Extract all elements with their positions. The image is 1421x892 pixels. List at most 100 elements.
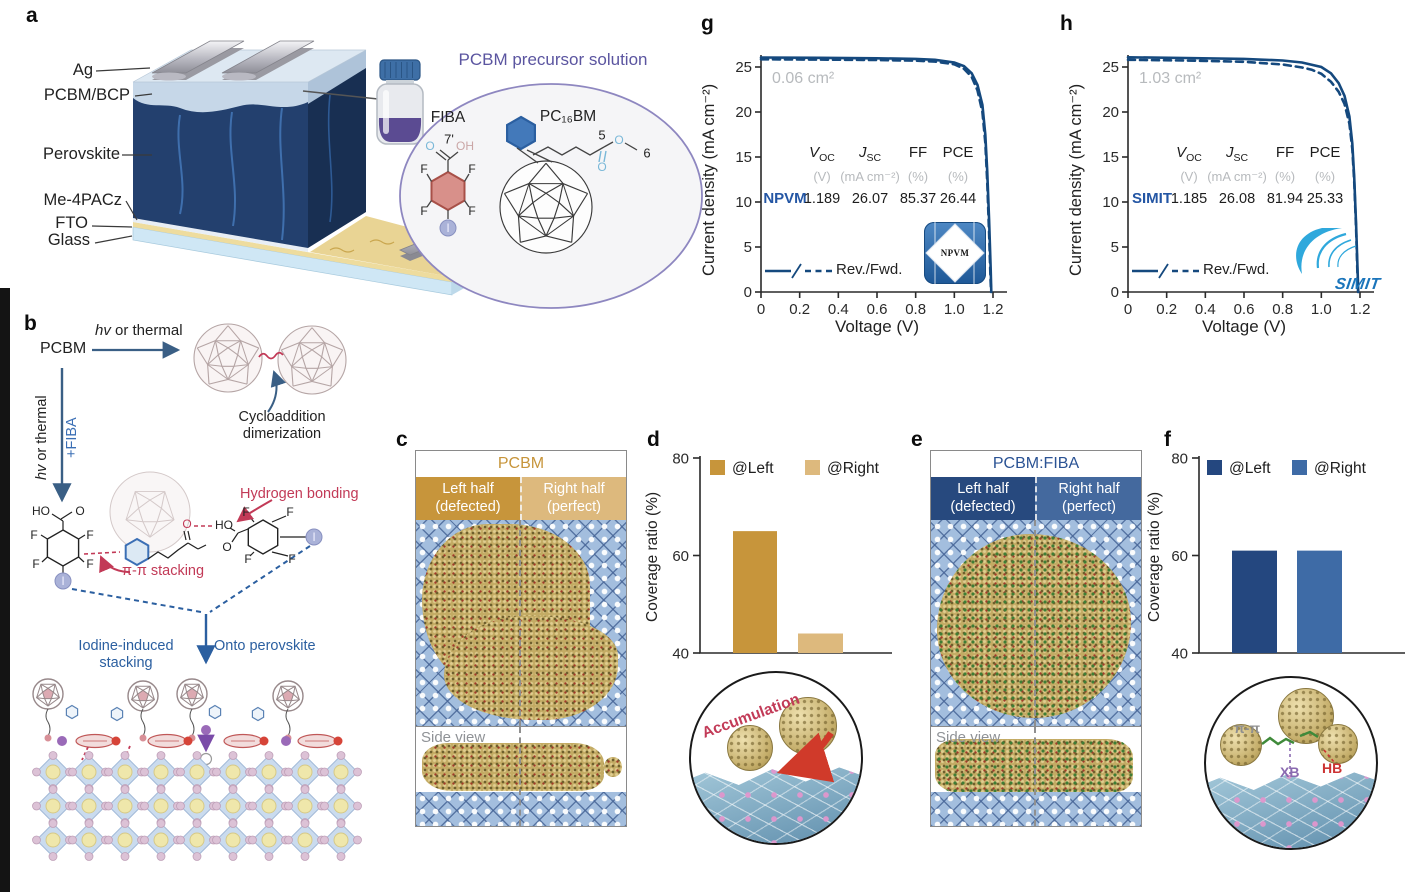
panel-label-c: c bbox=[396, 428, 408, 451]
hv-italic-2: hv bbox=[34, 465, 50, 481]
side-lattice-e bbox=[931, 792, 1141, 826]
jv-param-header: JSC bbox=[1225, 144, 1249, 164]
atom-label-oh: OH bbox=[456, 139, 474, 153]
svg-text:1.2: 1.2 bbox=[983, 301, 1004, 318]
layer-label-me-4pacz: Me-4PACz bbox=[43, 191, 122, 209]
svg-text:@Left: @Left bbox=[732, 460, 774, 477]
svg-text:0.2: 0.2 bbox=[789, 301, 810, 318]
right-half-header-e: Right half (perfect) bbox=[1035, 477, 1141, 520]
jv-panel-simit: 0 5 10 15 20 25 0 0.2 0.4 0.6 0.8 1.0 1.2 1.03 cm² R… bbox=[1057, 40, 1402, 340]
svg-text:0.8: 0.8 bbox=[1272, 301, 1293, 318]
atom-label-f: F bbox=[86, 528, 94, 542]
jv-param-unit: (%) bbox=[1274, 169, 1296, 184]
atom-label-f: F bbox=[468, 204, 476, 218]
plus-fiba-label: +FIBA bbox=[64, 417, 80, 459]
rev-fwd-legend-g: Rev./Fwd. bbox=[836, 261, 903, 278]
side-view-label-e: Side view bbox=[936, 729, 1001, 746]
jv-param-header: VOC bbox=[809, 144, 835, 164]
svg-text:0.2: 0.2 bbox=[1156, 301, 1177, 318]
svg-text:1.2: 1.2 bbox=[1350, 301, 1371, 318]
pi-pi-inset-label: π-π bbox=[1234, 720, 1261, 736]
side-lattice bbox=[416, 792, 626, 826]
atom-label-f: F bbox=[420, 162, 428, 176]
svg-text:10: 10 bbox=[1102, 194, 1119, 211]
atom-label-i: I bbox=[446, 221, 450, 235]
jv-param-unit: (V) bbox=[1180, 169, 1198, 184]
pcbm-cluster-blob-2 bbox=[444, 616, 618, 720]
left-half-line2: (defected) bbox=[435, 498, 501, 515]
svg-text:20: 20 bbox=[1102, 104, 1119, 121]
fiba-label: FIBA bbox=[430, 109, 466, 126]
atom-label-i: I bbox=[312, 530, 316, 544]
jv-param-unit: (%) bbox=[1314, 169, 1336, 184]
jv-device-name: NPVM bbox=[763, 190, 807, 207]
svg-text:0.4: 0.4 bbox=[1195, 301, 1216, 318]
interactions-inset: π-π XB HB bbox=[1204, 676, 1378, 850]
layer-label-pcbm-bcp: PCBM/BCP bbox=[43, 86, 130, 104]
jv-param-unit: (V) bbox=[813, 169, 831, 184]
svg-text:@Right: @Right bbox=[827, 460, 880, 477]
atom-label-ho: HO bbox=[32, 504, 50, 518]
jv-metric-value: 25.33 bbox=[1306, 191, 1344, 207]
simit-logo-text: SIMIT bbox=[1333, 276, 1382, 293]
svg-text:1.0: 1.0 bbox=[1311, 301, 1332, 318]
panel-label-d: d bbox=[647, 428, 660, 451]
simit-logo: SIMIT bbox=[1290, 226, 1382, 296]
jv-param-unit: (%) bbox=[947, 169, 969, 184]
jv-param-header: VOC bbox=[1176, 144, 1202, 164]
atom-label-f: F bbox=[86, 557, 94, 571]
perovskite-surface-render-f bbox=[1206, 772, 1376, 848]
accumulation-inset: Accumulation bbox=[689, 671, 863, 845]
pcbm-side-view: Side view bbox=[416, 726, 626, 826]
onto-perovskite-label: Onto perovskite bbox=[214, 638, 316, 654]
right-half-line2: (perfect) bbox=[547, 498, 601, 515]
svg-text:80: 80 bbox=[1171, 451, 1188, 468]
atom-label-f: F bbox=[242, 505, 250, 519]
interaction-bonds bbox=[1261, 730, 1335, 774]
coverage-ylabel-d: Coverage ratio (%) bbox=[644, 491, 661, 623]
hv-italic: hv bbox=[95, 322, 111, 339]
jv-plot-npvm: 0 5 10 15 20 25 0 0.2 0.4 0.6 0.8 1.0 1.2 bbox=[735, 55, 1007, 318]
hydrogen-bonding-label: Hydrogen bonding bbox=[240, 486, 359, 502]
pcbm-snapshot-header: Left half (defected) Right half (perfect) bbox=[416, 477, 626, 520]
atom-label-f: F bbox=[468, 162, 476, 176]
jv-ylabel-h: Current density (mA cm⁻²) bbox=[1067, 83, 1085, 276]
accumulation-arrow bbox=[776, 731, 835, 783]
pcbm-fiba-top-view bbox=[931, 520, 1141, 726]
svg-text:0.4: 0.4 bbox=[828, 301, 849, 318]
atom-label-o: O bbox=[614, 133, 624, 147]
jv-plot-simit: 0 5 10 15 20 25 0 0.2 0.4 0.6 0.8 1.0 1.2 bbox=[1102, 55, 1374, 318]
xb-inset-label: XB bbox=[1280, 764, 1300, 780]
pcbm-top-view bbox=[416, 520, 626, 726]
jv-panel-npvm: 0 5 10 15 20 25 0 0.2 0.4 0.6 0.8 1.0 1.2 0.06 cm² R… bbox=[690, 40, 1020, 340]
svg-text:20: 20 bbox=[735, 104, 752, 121]
atom-label-o: O bbox=[222, 540, 232, 554]
left-half-header: Left half (defected) bbox=[416, 477, 520, 520]
svg-text:0: 0 bbox=[1111, 284, 1119, 301]
svg-text:80: 80 bbox=[672, 451, 689, 468]
jv-param-header: PCE bbox=[1309, 144, 1341, 161]
jv-metric-value: 81.94 bbox=[1266, 191, 1304, 207]
center-divider-e bbox=[1034, 520, 1036, 726]
pcbm-snapshot-title: PCBM bbox=[497, 455, 545, 472]
atom-label-i: I bbox=[61, 574, 65, 588]
svg-text:@Left: @Left bbox=[1229, 460, 1271, 477]
panel-label-b: b bbox=[24, 312, 37, 335]
rev-fwd-legend-h: Rev./Fwd. bbox=[1203, 261, 1270, 278]
atom-label-o: O bbox=[597, 160, 607, 174]
jv-device-name: SIMIT bbox=[1132, 190, 1172, 207]
jv-param-header: JSC bbox=[858, 144, 882, 164]
fullerene-render-3 bbox=[1220, 724, 1262, 766]
pcbm-fiba-snapshot-box: PCBM:FIBA Left half (defected) Right half… bbox=[930, 450, 1142, 827]
pcbm-fiba-title: PCBM:FIBA bbox=[992, 455, 1080, 472]
panel-label-h: h bbox=[1060, 12, 1073, 35]
layer-label-glass: Glass bbox=[47, 231, 90, 249]
center-divider-e2 bbox=[1034, 727, 1036, 826]
cycloaddition-label: Cycloaddition dimerization bbox=[238, 409, 326, 442]
pcbm-fiba-header: Left half (defected) Right half (perfect) bbox=[931, 477, 1141, 520]
jv-param-header: FF bbox=[908, 144, 928, 161]
side-view-label: Side view bbox=[421, 729, 486, 746]
panel-label-g: g bbox=[701, 12, 714, 35]
left-half-line1: Left half bbox=[442, 481, 494, 497]
